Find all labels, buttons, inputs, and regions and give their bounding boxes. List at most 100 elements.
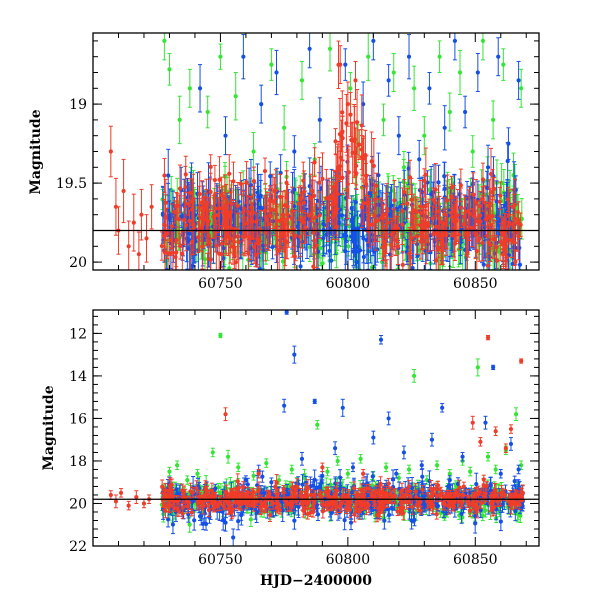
top-red-measurement-point xyxy=(490,214,495,219)
top-red-measurement-point xyxy=(174,250,179,255)
top-blue-measurement-point xyxy=(356,249,361,254)
top-green-data-point xyxy=(282,125,287,130)
top-green-data-point xyxy=(167,67,172,72)
top-red-measurement-point xyxy=(172,209,177,215)
top-blue-measurement-point xyxy=(179,214,184,219)
top-red-measurement-point xyxy=(163,200,168,205)
top-green-data-point xyxy=(162,38,167,44)
top-red-measurement-point xyxy=(309,211,314,217)
top-red-measurement-point xyxy=(235,234,240,239)
top-red-measurement-point xyxy=(418,210,423,216)
top-blue-measurement-point xyxy=(505,159,510,164)
top-blue-data-point xyxy=(452,38,457,44)
top-red-measurement-point xyxy=(196,205,202,210)
top-red-measurement-point xyxy=(232,253,237,258)
top-blue-data-point xyxy=(292,149,297,154)
top-red-measurement-point xyxy=(176,217,182,222)
top-red-measurement-point xyxy=(400,262,405,267)
top-red-measurement-point xyxy=(159,243,165,249)
top-red-measurement-point xyxy=(208,189,213,194)
top-red-measurement-point xyxy=(190,199,195,204)
top-blue-data-point xyxy=(485,165,491,170)
top-red-measurement-point xyxy=(361,156,366,161)
top-red-measurement-point xyxy=(310,188,315,194)
top-red-measurement-point xyxy=(178,243,183,249)
top-green-measurement-point xyxy=(320,261,325,266)
top-red-measurement-point xyxy=(284,195,289,200)
top-blue-data-point xyxy=(396,133,401,138)
top-red-measurement-point xyxy=(180,251,185,256)
top-red-measurement-point xyxy=(340,175,345,180)
top-red-measurement-point xyxy=(170,250,176,255)
top-blue-data-point xyxy=(496,54,501,59)
top-red-measurement-point xyxy=(384,206,389,211)
top-blue-measurement-point xyxy=(517,262,523,267)
top-red-measurement-point xyxy=(231,179,236,184)
top-red-measurement-point xyxy=(274,224,279,229)
top-blue-data-point xyxy=(241,54,246,59)
top-blue-data-point xyxy=(307,46,312,51)
top-red-measurement-point xyxy=(222,195,227,200)
top-red-measurement-point xyxy=(197,225,202,231)
top-red-measurement-point xyxy=(186,201,191,206)
top-green-data-point xyxy=(437,54,442,59)
top-red-measurement-point xyxy=(174,203,179,209)
top-green-data-point xyxy=(366,54,371,59)
top-blue-measurement-point xyxy=(349,234,354,239)
top-red-measurement-point xyxy=(213,231,218,236)
top-red-measurement-point xyxy=(285,204,290,209)
top-red-measurement-point xyxy=(262,208,267,213)
top-green-data-point xyxy=(519,86,524,91)
top-red-measurement-point xyxy=(208,164,213,170)
top-red-measurement-point xyxy=(277,248,282,253)
top-red-measurement-point xyxy=(250,219,255,224)
top-red-measurement-point xyxy=(241,210,246,215)
top-blue-data-point xyxy=(353,244,358,249)
top-blue-measurement-point xyxy=(270,244,275,250)
top-red-measurement-point xyxy=(226,212,231,217)
top-blue-measurement-point xyxy=(358,213,364,218)
top-red-measurement-point xyxy=(244,180,249,185)
top-red-measurement-point xyxy=(301,178,306,183)
top-red-measurement-point xyxy=(497,199,502,204)
top-red-measurement-point xyxy=(371,163,376,168)
top-green-measurement-point xyxy=(227,266,232,270)
top-red-measurement-point xyxy=(313,215,318,220)
top-red-measurement-point xyxy=(253,252,258,257)
top-red-measurement-point xyxy=(278,194,283,200)
top-green-data-point xyxy=(381,117,386,122)
top-blue-measurement-point xyxy=(481,262,486,267)
top-red-measurement-point xyxy=(361,201,366,206)
top-red-measurement-point xyxy=(165,231,170,236)
top-red-measurement-point xyxy=(485,263,490,268)
top-blue-data-point xyxy=(197,86,203,91)
top-red-measurement-point xyxy=(359,205,365,210)
top-red-measurement-point xyxy=(292,254,297,259)
top-red-measurement-point xyxy=(364,173,369,178)
top-red-measurement-point xyxy=(199,200,205,206)
top-red-measurement-point xyxy=(296,201,301,206)
top-red-measurement-point xyxy=(298,234,303,239)
top-red-measurement-point xyxy=(333,139,338,144)
top-red-measurement-point xyxy=(330,214,336,219)
top-green-data-point xyxy=(391,70,396,75)
top-red-measurement-point xyxy=(289,216,294,221)
top-green-data-point xyxy=(251,149,256,154)
top-red-measurement-point xyxy=(228,209,233,214)
top-red-measurement-point xyxy=(183,172,188,177)
top-blue-measurement-point xyxy=(232,216,237,221)
top-red-measurement-point xyxy=(338,155,344,160)
top-green-measurement-point xyxy=(280,259,286,264)
top-blue-measurement-point xyxy=(256,197,261,203)
top-red-measurement-point xyxy=(173,254,178,260)
top-red-measurement-point xyxy=(357,142,362,147)
top-red-measurement-point xyxy=(206,219,211,224)
top-red-measurement-point xyxy=(317,180,322,185)
top-green-data-point xyxy=(501,62,506,67)
top-red-measurement-point xyxy=(162,250,168,255)
top-red-measurement-point xyxy=(275,218,280,223)
top-red-measurement-point xyxy=(212,177,217,183)
top-blue-data-point xyxy=(259,102,264,107)
